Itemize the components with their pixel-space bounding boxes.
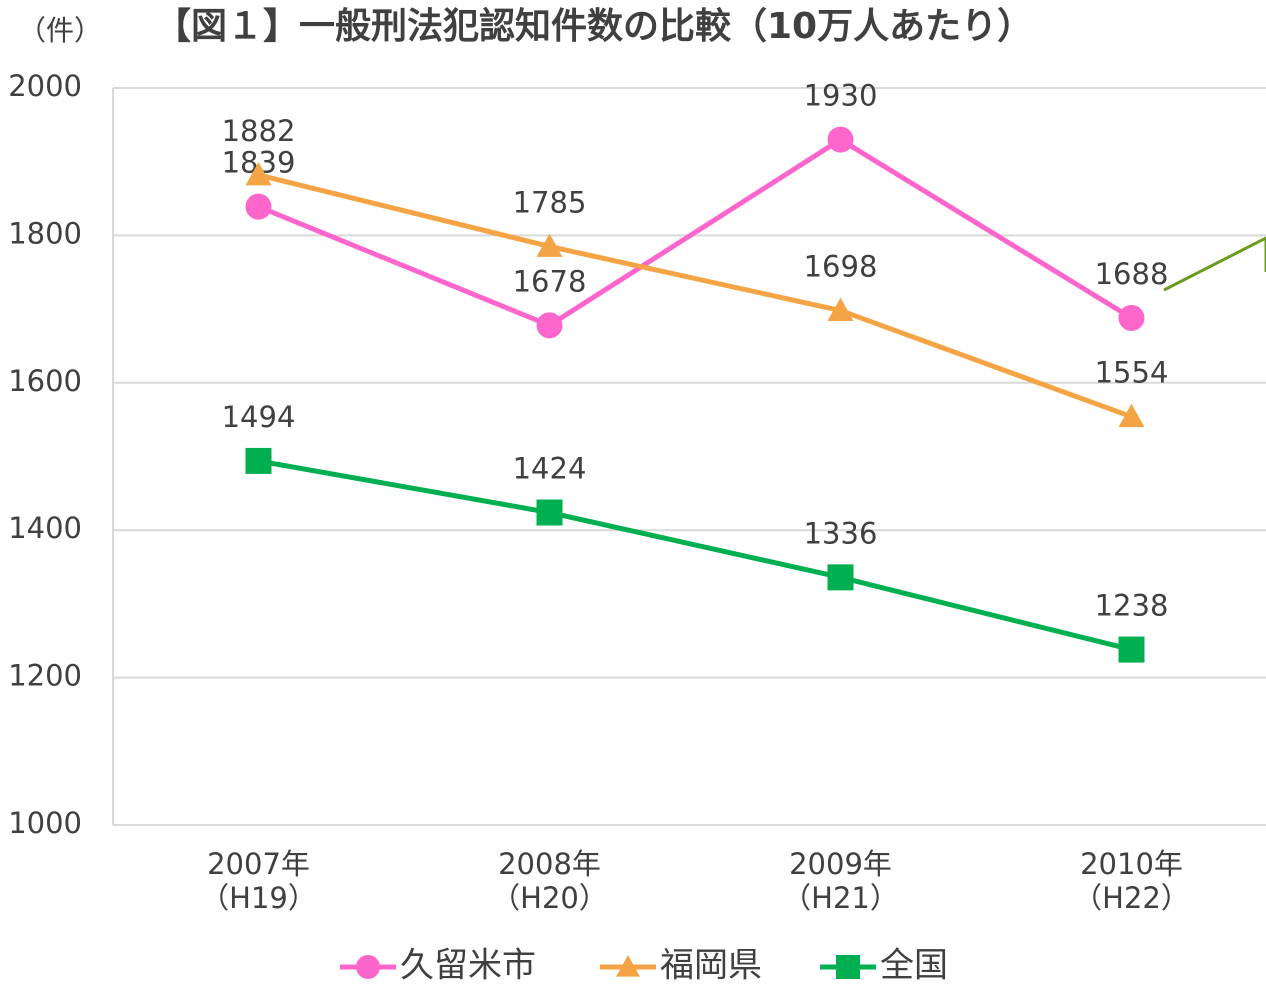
point (536, 233, 563, 257)
point (536, 312, 563, 339)
series-line (257, 172, 1133, 420)
legend-item: 福岡県 (600, 946, 762, 986)
data-label: 1678 (513, 264, 587, 298)
point (827, 564, 854, 591)
series-line (257, 136, 1133, 329)
data-label: 1494 (222, 400, 296, 434)
y-tick-label: 2000 (8, 69, 82, 103)
legend-marker (356, 955, 380, 979)
data-label: 1785 (513, 185, 587, 219)
legend-label: 福岡県 (660, 946, 762, 986)
data-label: 1554 (1095, 356, 1169, 390)
data-label: 1688 (1095, 257, 1169, 291)
y-axis-label: （件） (18, 14, 102, 47)
data-label: 1336 (804, 516, 878, 550)
legend-item: 久留米市 (340, 946, 536, 986)
y-tick-label: 1000 (8, 806, 82, 840)
point (827, 126, 854, 153)
data-label: 1882 (222, 114, 296, 148)
series-line (258, 458, 1133, 653)
point (245, 161, 272, 186)
data-label: 1238 (1095, 589, 1169, 623)
y-tick-label: 1400 (8, 511, 82, 545)
legend-item: 全国 (820, 946, 948, 986)
legend-marker (836, 955, 860, 979)
point (536, 499, 563, 526)
x-tick-label: 2009年 （H21） (782, 847, 899, 915)
point (827, 297, 854, 321)
y-tick-label: 1600 (8, 364, 82, 398)
data-label: 1698 (804, 250, 878, 284)
point (245, 447, 272, 474)
data-label: 1930 (804, 79, 878, 113)
chart-title: 【図１】一般刑法犯認知件数の比較（10万人あたり） (155, 6, 1033, 47)
point (1118, 403, 1145, 428)
y-tick-label: 1200 (8, 659, 82, 693)
legend-marker (616, 955, 640, 977)
x-tick-label: 2007年 （H19） (200, 847, 317, 915)
point (1118, 304, 1145, 331)
legend-label: 全国 (880, 946, 948, 986)
x-tick-label: 2008年 （H20） (491, 847, 608, 915)
y-tick-label: 1800 (8, 216, 82, 250)
point (1118, 636, 1145, 663)
data-label: 1424 (513, 452, 587, 486)
legend-label: 久留米市 (400, 946, 536, 986)
callout (1163, 236, 1266, 292)
point (245, 193, 272, 220)
x-tick-label: 2010年 （H22） (1073, 847, 1190, 915)
